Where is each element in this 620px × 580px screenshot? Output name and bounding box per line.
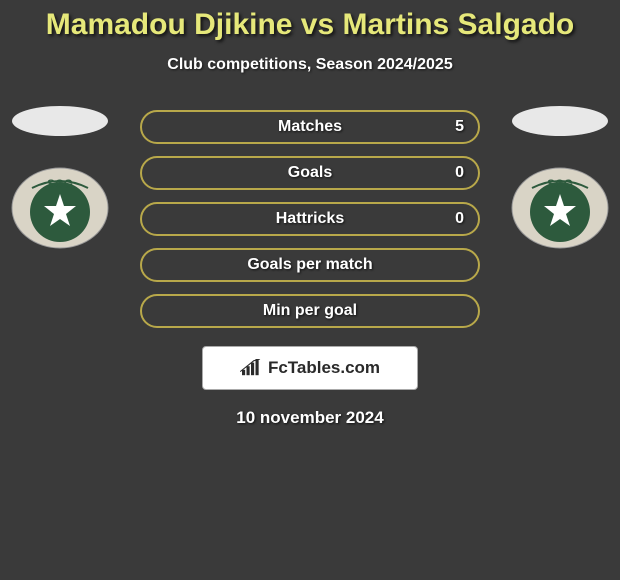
svg-text:SCG: SCG (547, 177, 573, 191)
svg-text:SCG: SCG (47, 177, 73, 191)
stat-label: Goals (288, 164, 332, 182)
stat-right-value: 5 (455, 118, 464, 136)
player-left-portrait-placeholder (12, 106, 108, 136)
stat-label: Matches (278, 118, 342, 136)
stat-row-min-per-goal: Min per goal (140, 294, 480, 328)
stat-label: Min per goal (263, 302, 357, 320)
player-right-column: SCG (500, 106, 620, 250)
player-left-club-badge: SCG (10, 166, 110, 250)
bar-chart-icon (240, 359, 262, 377)
comparison-title: Mamadou Djikine vs Martins Salgado (0, 0, 620, 42)
stat-label: Goals per match (247, 256, 372, 274)
player-right-club-badge: SCG (510, 166, 610, 250)
comparison-date: 10 november 2024 (0, 408, 620, 428)
stat-label: Hattricks (276, 210, 344, 228)
stat-row-matches: Matches 5 (140, 110, 480, 144)
attribution-box: FcTables.com (202, 346, 418, 390)
stat-right-value: 0 (455, 210, 464, 228)
stat-row-hattricks: Hattricks 0 (140, 202, 480, 236)
stat-row-goals-per-match: Goals per match (140, 248, 480, 282)
comparison-body: SCG SCG Matches 5 Goals 0 (0, 106, 620, 428)
stat-rows: Matches 5 Goals 0 Hattricks 0 Goals per … (140, 106, 480, 328)
stat-right-value: 0 (455, 164, 464, 182)
club-badge-right-svg: SCG (510, 166, 610, 250)
stat-row-goals: Goals 0 (140, 156, 480, 190)
comparison-subtitle: Club competitions, Season 2024/2025 (0, 56, 620, 74)
club-badge-left-svg: SCG (10, 166, 110, 250)
player-right-portrait-placeholder (512, 106, 608, 136)
attribution-text: FcTables.com (268, 358, 380, 378)
player-left-column: SCG (0, 106, 120, 250)
